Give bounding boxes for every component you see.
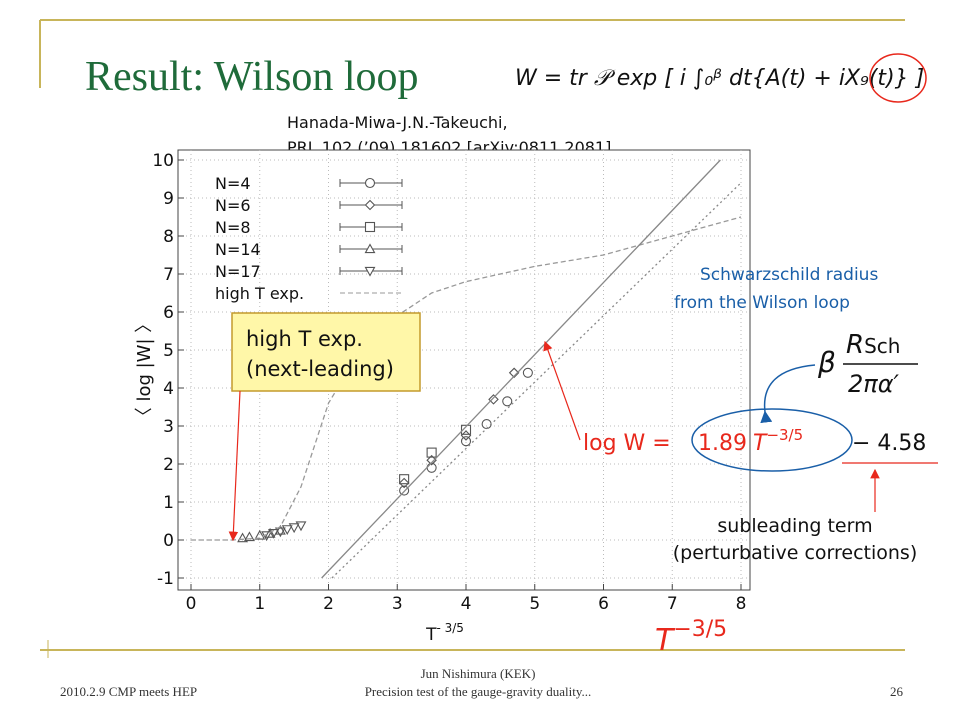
legend-marker xyxy=(364,199,376,211)
marker xyxy=(508,367,520,379)
y-tick-label: 9 xyxy=(163,189,174,209)
fit-exp: −3/5 xyxy=(766,426,803,444)
marker xyxy=(399,485,410,496)
y-tick-label: 10 xyxy=(152,151,174,171)
marker xyxy=(488,394,499,405)
annotation: Schwarzschild radius xyxy=(700,265,878,285)
marker xyxy=(502,396,513,407)
plot-frame xyxy=(177,149,751,591)
x-axis-label: T- 3/5 xyxy=(425,621,464,645)
legend-label: N=14 xyxy=(215,240,261,259)
marker xyxy=(399,474,410,485)
legend-marker xyxy=(364,177,376,189)
marker xyxy=(268,529,279,539)
axis-callout: T−3/5 xyxy=(655,617,727,658)
x-tick-label: 2 xyxy=(323,594,334,614)
y-tick-label: 7 xyxy=(163,265,174,285)
highlight-ellipse xyxy=(691,408,853,472)
x-tick-label: 8 xyxy=(736,594,747,614)
marker xyxy=(254,529,266,540)
rsch-beta: β xyxy=(817,346,836,379)
wilson-formula: W = tr 𝒫 exp [ i ∫₀ᵝ dt{A(t) + iX₉(t)} ] xyxy=(515,66,924,91)
rsch-den: 2πα′ xyxy=(848,370,900,398)
y-tick-label: 5 xyxy=(163,341,174,361)
legend-label: N=17 xyxy=(215,262,261,281)
callout-box xyxy=(231,312,421,392)
annotation: subleading term xyxy=(717,515,872,537)
fit-base: T xyxy=(753,431,768,456)
x-tick-label: 4 xyxy=(461,594,472,614)
arrow xyxy=(760,364,816,424)
marker xyxy=(426,447,437,458)
legend-label: N=6 xyxy=(215,196,251,215)
y-axis-label: 〈 log |W| 〉 xyxy=(134,315,155,426)
legend-marker xyxy=(364,243,376,254)
fit-term: 1.89 T−3/5 xyxy=(698,426,803,456)
slide-title: Result: Wilson loop xyxy=(85,54,419,100)
marker xyxy=(274,527,286,538)
y-tick-label: 4 xyxy=(163,379,174,399)
fit-coef: 1.89 xyxy=(698,431,747,456)
legend-marker xyxy=(364,221,376,233)
legend-marker xyxy=(364,266,376,277)
series-line xyxy=(321,159,721,579)
marker xyxy=(295,521,307,532)
x-tick-label: 3 xyxy=(392,594,403,614)
x-tick-label: 7 xyxy=(667,594,678,614)
x-axis-label-exp: - 3/5 xyxy=(436,621,463,635)
axis-callout-exp: −3/5 xyxy=(673,617,727,642)
x-tick-label: 1 xyxy=(254,594,265,614)
footer-center: Jun Nishimura (KEK) xyxy=(421,666,536,681)
marker xyxy=(264,527,276,538)
footer-center: Precision test of the gauge-gravity dual… xyxy=(365,684,592,699)
fit-tail: − 4.58 xyxy=(852,431,926,456)
annotation: (perturbative corrections) xyxy=(673,542,917,564)
marker xyxy=(288,523,300,534)
arrow xyxy=(228,390,241,542)
legend-label: N=8 xyxy=(215,218,251,237)
marker xyxy=(244,531,255,542)
x-axis-label-base: T xyxy=(425,625,437,645)
annotation: from the Wilson loop xyxy=(674,293,850,313)
x-tick-label: 5 xyxy=(529,594,540,614)
y-tick-label: -1 xyxy=(157,569,174,589)
footer-page: 26 xyxy=(890,684,904,699)
y-tick-label: 1 xyxy=(163,493,174,513)
marker xyxy=(460,436,472,447)
y-tick-label: 0 xyxy=(163,531,174,551)
legend-label: high T exp. xyxy=(215,284,304,303)
rsch-r: R xyxy=(846,330,864,360)
marker xyxy=(522,367,533,378)
callout-text: (next-leading) xyxy=(246,357,394,381)
marker xyxy=(398,477,410,489)
marker xyxy=(281,525,293,535)
arrow xyxy=(543,340,581,441)
plot: -1 0 1 2 3 4 5 6 7 8 9 10 0 1 2 3 4 5 6 7 8 T- 3/5 〈 log |W| 〉… xyxy=(134,149,751,645)
y-tick-label: 8 xyxy=(163,227,174,247)
callout-text: high T exp. xyxy=(246,327,363,351)
y-tick-label: 2 xyxy=(163,455,174,475)
footer-left: 2010.2.9 CMP meets HEP xyxy=(60,684,197,699)
x-tick-label: 6 xyxy=(598,594,609,614)
legend-label: N=4 xyxy=(215,174,251,193)
x-tick-label: 0 xyxy=(186,594,197,614)
rsch-num: RSch xyxy=(846,330,900,360)
highlight-ellipse xyxy=(869,53,927,103)
citation: Hanada-Miwa-J.N.-Takeuchi, xyxy=(287,113,508,132)
fit-lhs: log W = xyxy=(583,431,671,456)
marker xyxy=(237,532,248,543)
y-tick-label: 3 xyxy=(163,417,174,437)
marker xyxy=(460,424,472,435)
rsch-sub: Sch xyxy=(864,334,900,358)
y-tick-label: 6 xyxy=(163,303,174,323)
axis-callout-base: T xyxy=(655,623,676,658)
